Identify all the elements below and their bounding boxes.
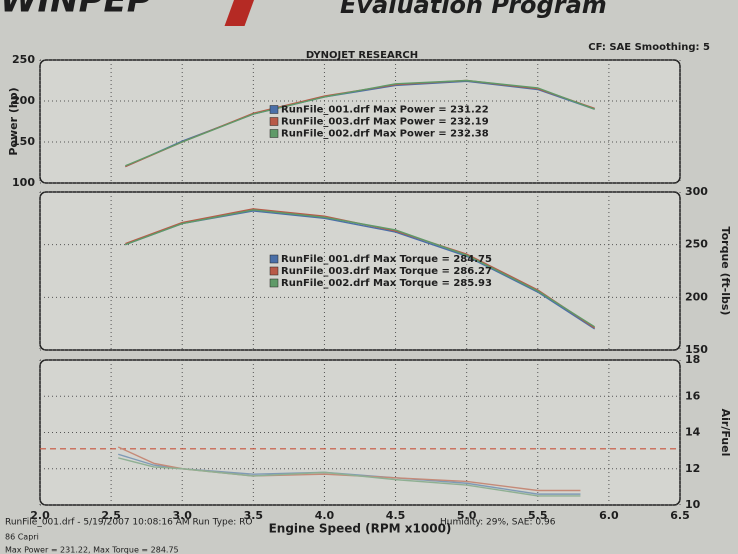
y-tick-label: 14 xyxy=(685,426,701,439)
y-axis-label: Torque (ft-lbs) xyxy=(719,227,732,316)
x-tick-label: 3.5 xyxy=(244,509,264,522)
y-tick-label: 16 xyxy=(685,389,701,402)
y-tick-label: 12 xyxy=(685,462,700,475)
footer-line: 86 Capri xyxy=(5,533,39,542)
y-tick-label: 250 xyxy=(685,238,708,251)
legend-label: RunFile_001.drf Max Torque = 284.75 xyxy=(281,254,492,265)
x-tick-label: 4.0 xyxy=(315,509,335,522)
legend-swatch xyxy=(269,117,279,126)
y-tick-label: 200 xyxy=(12,94,35,107)
footer-line: Humidity: 29%, SAE: 0.96 xyxy=(440,518,556,528)
legend-label: RunFile_002.drf Max Power = 232.38 xyxy=(281,129,489,140)
y-tick-label: 150 xyxy=(685,343,708,356)
x-tick-label: 2.0 xyxy=(30,509,50,522)
y-tick-label: 200 xyxy=(685,290,708,303)
series-line xyxy=(125,79,595,167)
legend-label: RunFile_002.drf Max Torque = 285.93 xyxy=(281,278,492,289)
logo: WINPEP xyxy=(0,0,152,21)
settings: CF: SAE Smoothing: 5 xyxy=(588,42,710,53)
y-axis-label: Air/Fuel xyxy=(719,409,732,457)
legend-label: RunFile_003.drf Max Power = 232.19 xyxy=(281,117,489,128)
x-tick-label: 5.0 xyxy=(457,509,477,522)
y-tick-label: 300 xyxy=(685,185,708,198)
footer-line: Max Power = 231.22, Max Torque = 284.75 xyxy=(5,546,179,554)
legend-swatch xyxy=(269,266,279,276)
legend-label: RunFile_001.drf Max Power = 231.22 xyxy=(281,105,489,116)
x-tick-label: 6.5 xyxy=(670,509,690,522)
logo-mark xyxy=(224,0,254,26)
series-line xyxy=(118,457,581,497)
legend-swatch xyxy=(269,105,279,114)
program-title: Evaluation Program xyxy=(340,0,607,19)
y-tick-label: 18 xyxy=(685,353,700,366)
x-tick-label: 2.5 xyxy=(101,509,121,522)
x-axis-label: Engine Speed (RPM x1000) xyxy=(269,522,452,536)
x-tick-label: 6.0 xyxy=(599,509,619,522)
y-axis-label: Power (hp) xyxy=(7,87,20,155)
y-tick-label: 100 xyxy=(12,176,35,189)
x-tick-label: 5.5 xyxy=(528,509,548,522)
legend-swatch xyxy=(269,254,279,264)
y-tick-label: 10 xyxy=(685,498,701,511)
report-title: DYNOJET RESEARCH xyxy=(306,50,418,61)
series-line xyxy=(117,446,581,492)
y-tick-label: 150 xyxy=(12,135,35,148)
legend-label: RunFile_003.drf Max Torque = 286.27 xyxy=(281,266,492,277)
series-line xyxy=(125,209,596,328)
y-tick-label: 250 xyxy=(12,53,35,66)
legend-swatch xyxy=(269,129,279,138)
x-tick-label: 3.0 xyxy=(172,509,192,522)
footer-line: RunFile_001.drf - 5/19/2007 10:08:16 AM … xyxy=(5,518,253,528)
legend-swatch xyxy=(269,278,279,288)
x-tick-label: 4.5 xyxy=(386,509,406,522)
